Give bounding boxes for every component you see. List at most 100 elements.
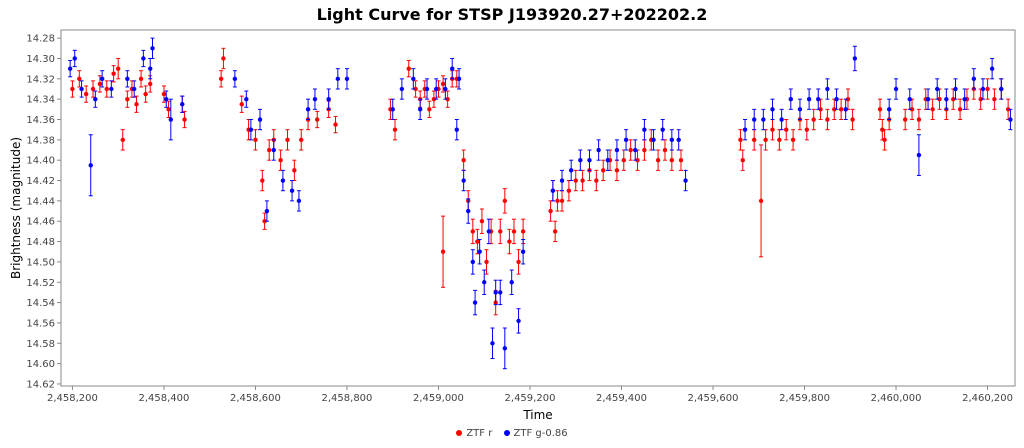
y-tick-label: 14.50	[26, 257, 55, 268]
data-point	[148, 81, 153, 87]
data-point	[909, 107, 915, 112]
data-point	[614, 147, 620, 153]
data-point	[580, 178, 585, 183]
data-point	[902, 117, 908, 122]
data-point	[315, 117, 320, 122]
data-point	[555, 198, 560, 204]
data-point	[450, 66, 455, 71]
y-tick-label: 14.54	[26, 298, 55, 309]
data-point	[443, 86, 448, 92]
data-point	[285, 137, 290, 143]
legend-item-ztf-r: ZTF r	[456, 428, 492, 439]
data-point	[509, 280, 514, 285]
data-point	[299, 137, 304, 143]
data-point	[454, 127, 459, 132]
data-point	[161, 91, 167, 97]
data-point	[289, 188, 295, 193]
data-point	[479, 219, 485, 224]
series-layer	[67, 37, 1013, 370]
data-point	[445, 96, 450, 102]
x-tick-label: 2,459,600	[688, 393, 739, 404]
x-tick-label: 2,458,200	[47, 393, 98, 404]
data-point	[97, 81, 103, 87]
data-point	[763, 137, 768, 143]
data-point	[482, 280, 487, 285]
data-point	[440, 81, 446, 87]
data-point	[440, 249, 446, 254]
data-point	[642, 127, 647, 132]
data-point	[811, 117, 816, 122]
data-point	[651, 137, 656, 143]
data-point	[461, 178, 466, 183]
y-tick-label: 14.60	[26, 359, 55, 370]
data-point	[893, 86, 899, 92]
y-tick-label: 14.32	[26, 74, 55, 85]
data-point	[475, 239, 480, 244]
data-point	[779, 117, 784, 122]
data-point	[333, 122, 338, 127]
data-point	[660, 127, 665, 132]
data-point	[683, 178, 688, 183]
data-point	[825, 117, 830, 122]
data-point	[825, 86, 830, 92]
data-point	[633, 147, 638, 153]
data-point	[930, 107, 935, 112]
data-point	[550, 188, 556, 193]
legend-label: ZTF r	[466, 428, 493, 439]
x-tick-label: 2,458,400	[138, 393, 189, 404]
data-point	[83, 91, 89, 97]
data-point	[989, 66, 995, 71]
data-point	[669, 137, 675, 143]
data-point	[109, 86, 114, 92]
data-point	[777, 137, 782, 143]
x-axis: 2,458,200 2,458,400 2,458,600 2,458,800 2,45…	[47, 386, 1013, 404]
data-point	[999, 86, 1004, 92]
data-point	[148, 66, 153, 71]
data-point	[305, 107, 311, 112]
data-point	[761, 117, 766, 122]
data-point	[566, 188, 572, 193]
y-tick-label: 14.52	[26, 278, 55, 289]
data-point	[742, 127, 748, 132]
data-point	[77, 76, 82, 82]
x-tick-label: 2,459,800	[779, 393, 830, 404]
y-tick-label: 14.36	[26, 115, 55, 126]
data-point	[944, 96, 949, 102]
y-tick-label: 14.62	[26, 379, 55, 390]
data-point	[182, 117, 187, 122]
data-point	[417, 107, 423, 112]
data-point	[456, 76, 462, 82]
data-point	[257, 117, 263, 122]
data-point	[992, 96, 997, 102]
data-point	[596, 147, 601, 153]
data-point	[88, 163, 93, 168]
data-point	[594, 178, 599, 183]
data-point	[662, 147, 668, 153]
y-tick-label: 14.42	[26, 176, 55, 187]
data-point	[260, 178, 265, 183]
data-point	[143, 91, 148, 97]
data-point	[264, 208, 270, 214]
data-point	[132, 86, 137, 92]
data-point	[67, 66, 73, 71]
data-point	[427, 107, 432, 112]
data-point	[738, 137, 743, 143]
data-point	[472, 300, 478, 305]
data-point	[466, 208, 471, 214]
data-point	[601, 168, 606, 173]
data-point	[978, 96, 983, 102]
data-point	[770, 107, 775, 112]
data-point	[507, 239, 512, 244]
y-tick-label: 14.30	[26, 54, 55, 65]
y-tick-label: 14.56	[26, 318, 55, 329]
y-axis: 14.28 14.30 14.32 14.34 14.36 14.38 14.40 14.42…	[26, 34, 61, 390]
data-point	[880, 127, 885, 132]
data-point	[852, 56, 858, 61]
data-point	[134, 102, 139, 107]
data-point	[568, 168, 574, 173]
data-point	[433, 86, 439, 92]
data-point	[104, 86, 109, 92]
data-point	[935, 86, 940, 92]
data-point	[232, 76, 238, 82]
